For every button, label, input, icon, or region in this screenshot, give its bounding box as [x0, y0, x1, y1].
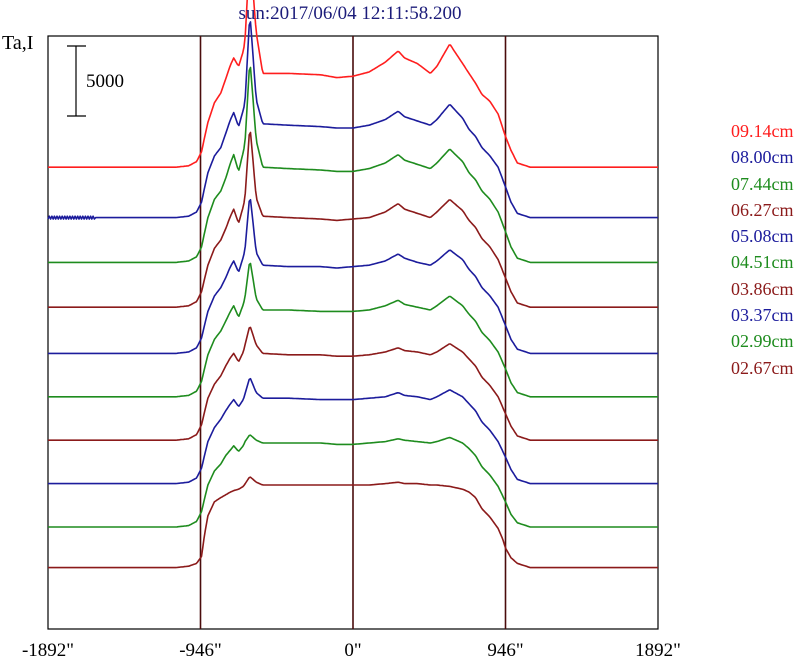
legend-item: 09.14cm — [731, 121, 794, 141]
x-tick-label: -946" — [179, 640, 222, 661]
legend-item: 06.27cm — [731, 199, 794, 220]
series-group — [47, 0, 658, 569]
legend-item: 04.51cm — [731, 252, 794, 273]
legend-item: 03.86cm — [731, 278, 794, 299]
x-tick-label: 1892" — [635, 640, 681, 661]
legend-item: 02.99cm — [731, 331, 794, 352]
x-tick-label: 0" — [344, 640, 361, 661]
series-line-04.51cm — [48, 262, 658, 398]
legend-item: 07.44cm — [731, 173, 794, 194]
legend-item: 02.67cm — [731, 357, 794, 378]
legend: 09.14cm 08.00cm 07.44cm 06.27cm 05.08cm 04.51… — [731, 118, 807, 381]
series-line-02.67cm — [48, 476, 658, 569]
legend-item: 08.00cm — [731, 147, 794, 168]
series-line-09.14cm — [48, 0, 658, 168]
series-line-06.27cm — [48, 131, 658, 308]
x-tick-label: -1892" — [22, 640, 74, 661]
series-line-07.44cm — [48, 66, 658, 264]
series-line-08.00cm — [47, 21, 658, 220]
scale-bar-label: 5000 — [86, 71, 124, 92]
x-tick-label: 946" — [487, 640, 523, 661]
series-line-05.08cm — [48, 198, 658, 355]
scale-bar: 5000 — [67, 45, 124, 117]
series-line-03.86cm — [48, 326, 658, 441]
chart-title: sun:2017/06/04 12:11:58.200 — [238, 3, 462, 24]
x-tick-labels: -1892" -946" 0" 946" 1892" — [22, 640, 681, 661]
series-line-02.99cm — [48, 434, 658, 528]
legend-item: 05.08cm — [731, 226, 794, 247]
legend-item: 03.37cm — [731, 305, 794, 326]
y-axis-label: Ta,I — [2, 32, 34, 54]
series-line-03.37cm — [48, 377, 658, 485]
